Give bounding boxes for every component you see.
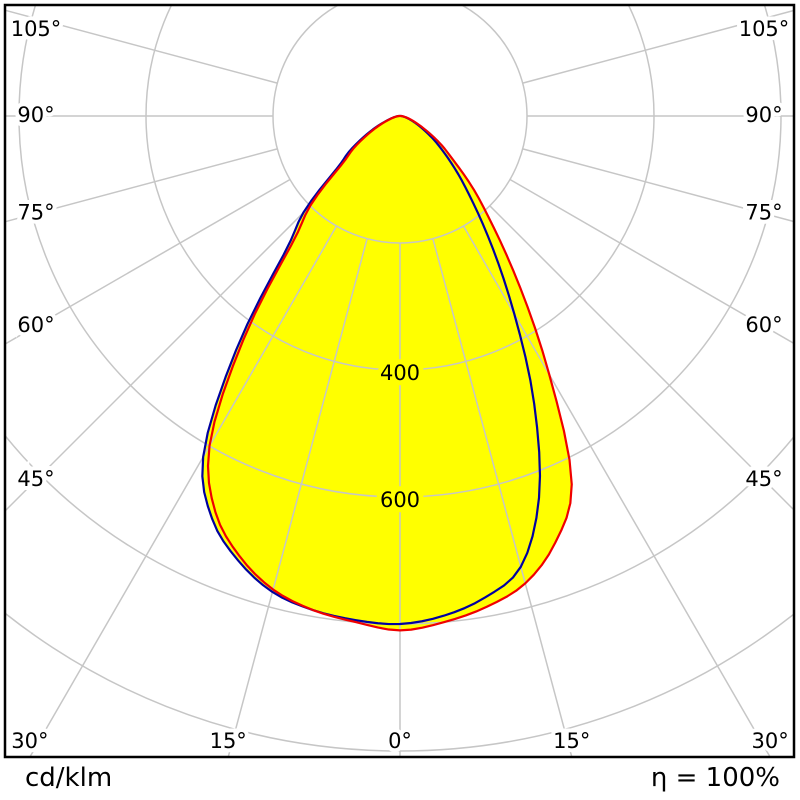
grid-ray-45 [489, 205, 793, 511]
curve-stroke-layer [201, 114, 573, 632]
angle-label-right-0: 0° [388, 729, 412, 753]
grid-ray--30 [29, 225, 338, 756]
angle-label-left-75: 75° [17, 201, 54, 225]
label-layer: 400 600 105° 90° 75° 60° 45° 30° 15° 0° 15° 30° 45° 6… [7, 13, 794, 757]
angle-label-right-75: 75° [745, 201, 782, 225]
grid-ray--60 [6, 178, 291, 345]
beam-fill-c90-c270 [202, 115, 540, 625]
angle-label-right-105: 105° [739, 17, 790, 41]
grid-ray--105 [6, 9, 278, 84]
angle-label-right-60: 60° [745, 313, 782, 337]
chart-frame [3, 3, 796, 759]
angle-label-right-45: 45° [745, 467, 782, 491]
units-label: cd/klm [25, 763, 113, 793]
angle-label-right-30: 30° [751, 729, 788, 753]
curve-c0-c180 [206, 114, 573, 632]
angle-label-left-30: 30° [11, 729, 48, 753]
grid-ray-15 [432, 238, 573, 756]
grid-ray-75 [522, 148, 793, 223]
grid-ray-105 [522, 9, 793, 84]
ring-label-600: 600 [380, 488, 420, 512]
angle-label-left-105: 105° [11, 17, 62, 41]
grid-ray--45 [6, 205, 311, 512]
angle-label-left-15: 15° [210, 729, 247, 753]
grid-ray--75 [6, 148, 278, 223]
efficiency-label: η = 100% [650, 763, 780, 793]
angle-label-left-45: 45° [17, 467, 54, 491]
curve-fill-layer [202, 115, 572, 631]
grid-ray--15 [227, 238, 368, 756]
angle-label-left-60: 60° [17, 313, 54, 337]
angle-label-right-90: 90° [745, 103, 782, 127]
grid-ray-60 [509, 178, 793, 344]
ring-label-400: 400 [380, 361, 420, 385]
angle-label-left-90: 90° [17, 103, 54, 127]
angle-label-right-15: 15° [553, 729, 590, 753]
